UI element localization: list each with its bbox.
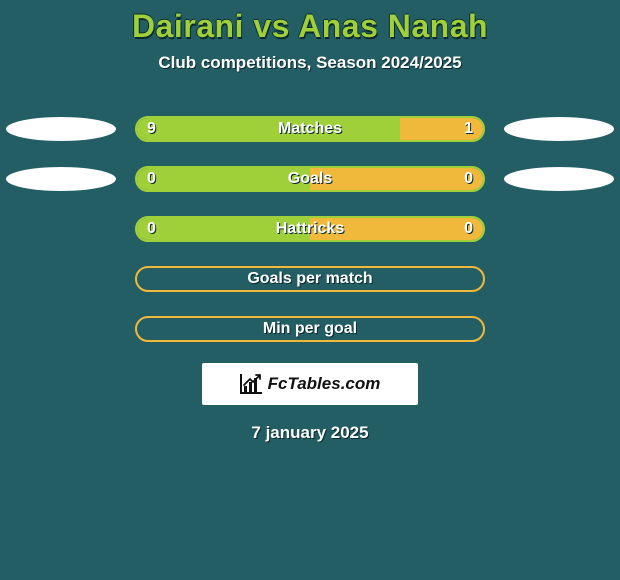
stat-row: 91Matches [0, 115, 620, 143]
stat-value-right: 0 [464, 168, 473, 190]
stat-label: Goals per match [137, 268, 483, 290]
stat-value-left: 9 [147, 118, 156, 140]
stat-bar-left-seg [137, 118, 400, 140]
source-logo-text: FcTables.com [268, 374, 381, 394]
stat-value-right: 0 [464, 218, 473, 240]
stat-row: 00Hattricks [0, 215, 620, 243]
player-right-marker [504, 117, 614, 141]
stat-value-left: 0 [147, 218, 156, 240]
stat-value-right: 1 [464, 118, 473, 140]
player-left-marker [6, 117, 116, 141]
stat-bar: 00Hattricks [135, 216, 485, 242]
stat-bar: 91Matches [135, 116, 485, 142]
stat-row: 00Goals [0, 165, 620, 193]
snapshot-date: 7 january 2025 [251, 423, 368, 443]
page-subtitle: Club competitions, Season 2024/2025 [158, 53, 461, 73]
stat-label: Min per goal [137, 318, 483, 340]
stat-row: Goals per match [0, 265, 620, 293]
player-right-marker [504, 167, 614, 191]
stat-bar-right-seg [310, 168, 483, 190]
player-left-marker [6, 167, 116, 191]
stat-bar: Goals per match [135, 266, 485, 292]
page-title: Dairani vs Anas Nanah [132, 8, 488, 45]
stat-row: Min per goal [0, 315, 620, 343]
comparison-card: Dairani vs Anas Nanah Club competitions,… [0, 0, 620, 443]
chart-icon [240, 374, 262, 394]
stat-bar: 00Goals [135, 166, 485, 192]
stat-bar-left-seg [137, 168, 310, 190]
source-logo: FcTables.com [202, 363, 418, 405]
stat-value-left: 0 [147, 168, 156, 190]
stat-bar-left-seg [137, 218, 310, 240]
stat-bar: Min per goal [135, 316, 485, 342]
stats-rows: 91Matches00Goals00HattricksGoals per mat… [0, 115, 620, 343]
stat-bar-right-seg [310, 218, 483, 240]
